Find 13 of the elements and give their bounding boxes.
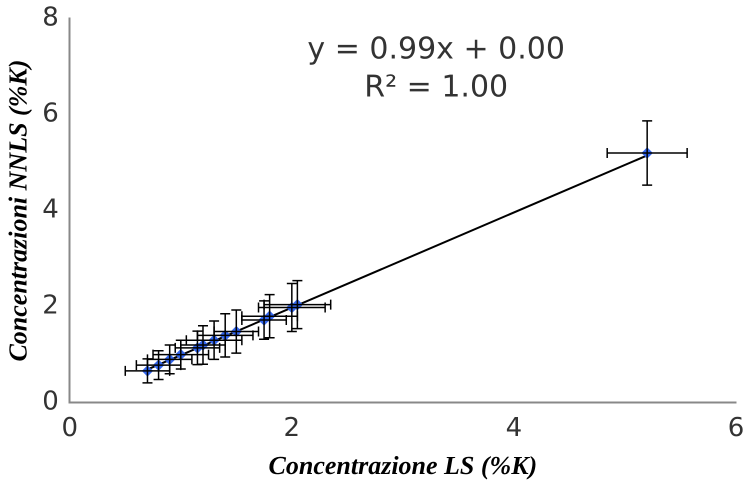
- y-axis-title: Concentrazioni NNLS (%K): [3, 60, 32, 362]
- y-tick-label: 2: [42, 290, 59, 320]
- x-tick-label: 4: [506, 412, 522, 443]
- y-tick-label: 0: [42, 386, 59, 416]
- x-tick-label: 6: [728, 412, 744, 443]
- x-axis-title: Concentrazione LS (%K): [268, 451, 538, 480]
- x-tick-label: 0: [61, 412, 78, 443]
- y-tick-label: 4: [42, 194, 59, 224]
- y-tick-label: 8: [42, 2, 59, 32]
- annotation: R² = 1.00: [364, 70, 508, 105]
- annotation: y = 0.99x + 0.00: [307, 32, 565, 67]
- x-tick-label: 2: [284, 412, 300, 443]
- y-tick-label: 6: [42, 98, 59, 128]
